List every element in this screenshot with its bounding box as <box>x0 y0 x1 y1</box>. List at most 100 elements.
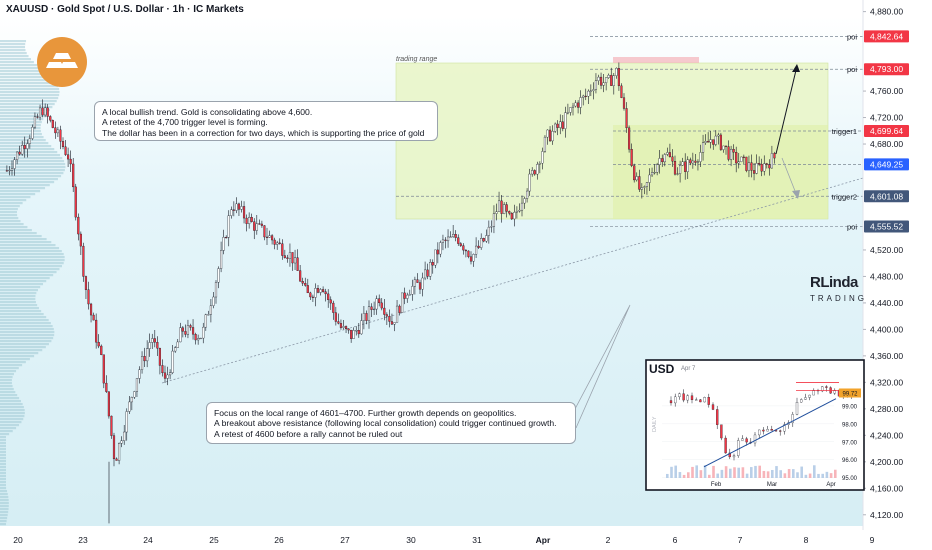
level-label: trigger1 <box>832 127 857 136</box>
candle-bullish <box>169 372 172 376</box>
inset-volume-bar <box>754 465 757 478</box>
inset-time-label: Feb <box>711 482 722 488</box>
volume-profile-bar <box>0 373 14 376</box>
price-axis[interactable]: 4,880.00 4,760.00 4,720.00 4,680.00 4,520.00… <box>862 0 903 530</box>
candle-bearish <box>77 216 80 235</box>
inset-volume-bar <box>796 472 799 478</box>
candle-bullish <box>526 190 529 199</box>
candle-bullish <box>635 176 638 181</box>
volume-profile-bar <box>0 400 21 403</box>
candle-bearish <box>668 152 671 158</box>
inset-volume-bar <box>787 469 791 478</box>
candle-bearish <box>105 382 108 392</box>
volume-profile-bar <box>0 424 20 427</box>
level-label: poi <box>847 32 857 41</box>
candle-bullish <box>16 151 19 160</box>
time-axis[interactable]: 20 23 24 25 26 27 30 31 Apr 2 6 7 8 9 <box>0 530 932 550</box>
candle-bearish <box>324 291 327 295</box>
volume-profile-bar <box>0 70 45 73</box>
candle-bullish <box>612 75 615 86</box>
candle-bearish <box>334 312 337 322</box>
candle-bullish <box>342 326 345 328</box>
inset-volume-bar <box>720 469 724 478</box>
volume-profile-bar <box>0 64 38 67</box>
candle-bullish <box>607 74 610 78</box>
inset-candle-bearish <box>724 437 727 454</box>
volume-profile-bar <box>0 40 27 43</box>
volume-profile-bar <box>0 487 7 490</box>
candle-bullish <box>227 215 230 238</box>
volume-profile-bar <box>0 484 6 487</box>
volume-profile-bar <box>0 193 36 196</box>
price-tick-label: 4,480.00 <box>870 271 903 281</box>
candle-bearish <box>773 153 776 159</box>
candle-bullish <box>393 322 396 325</box>
inset-volume-bar <box>775 466 778 478</box>
gold-bars-icon <box>46 53 78 68</box>
candle-bearish <box>23 145 26 149</box>
volume-profile-bar <box>0 184 50 187</box>
candle-bearish <box>724 145 728 147</box>
candle-bullish <box>513 212 516 220</box>
inset-volume-bar <box>825 471 829 478</box>
candle-bearish <box>638 176 641 190</box>
time-tick-label: 24 <box>143 535 153 545</box>
inset-volume-bar <box>670 466 673 478</box>
candle-bullish <box>28 138 31 144</box>
volume-profile-bar <box>0 154 60 157</box>
candle-bullish <box>446 236 450 242</box>
candle-bearish <box>46 107 49 117</box>
candle-bullish <box>582 95 585 98</box>
price-tick-label: 4,400.00 <box>870 324 903 334</box>
inset-last-value-badge <box>839 388 861 398</box>
volume-profile-bar <box>0 355 35 358</box>
trading-range-label: trading range <box>396 56 437 63</box>
candle-bullish <box>536 164 539 175</box>
volume-profile-bar <box>0 376 13 379</box>
volume-profile-bar <box>0 82 57 85</box>
candle-bearish <box>89 303 93 316</box>
inset-volume-bar <box>666 473 669 478</box>
candle-bullish <box>592 89 595 92</box>
volume-profile-bar <box>0 346 46 349</box>
level-badge-value: 4,601.08 <box>870 191 903 201</box>
candle-bearish <box>309 292 312 298</box>
volume-profile-bar <box>0 466 6 469</box>
inset-candle-bullish <box>800 399 803 403</box>
candle-bullish <box>523 198 526 204</box>
candle-bearish <box>143 356 146 362</box>
volume-profile-bar <box>0 196 31 199</box>
candle-bullish <box>717 134 720 137</box>
volume-profile-bar <box>0 133 42 136</box>
inset-volume-bar <box>821 473 824 478</box>
inset-candle-bullish <box>737 440 740 456</box>
candle-bearish <box>100 345 103 355</box>
candle-bearish <box>79 233 82 247</box>
candle-bullish <box>691 160 694 164</box>
inset-volume-bar <box>687 472 690 478</box>
volume-profile-bar <box>0 277 50 280</box>
inset-volume-bar <box>741 467 745 478</box>
candle-bearish <box>752 170 756 174</box>
candle-bullish <box>429 262 432 277</box>
candle-bearish <box>253 221 256 231</box>
candle-bearish <box>337 321 340 324</box>
volume-profile-bar <box>0 382 12 385</box>
volume-profile-bar <box>0 109 50 112</box>
candle-bullish <box>230 209 233 216</box>
callout-top-line-1: A local bullish trend. Gold is consolida… <box>102 107 313 117</box>
volume-profile-bar <box>0 274 54 277</box>
candle-bullish <box>449 236 452 238</box>
volume-profile-bar <box>0 388 14 391</box>
volume-profile-bar <box>0 235 42 238</box>
volume-profile-bar <box>0 217 19 220</box>
candle-bullish <box>531 170 534 175</box>
volume-profile-bar <box>0 268 60 271</box>
volume-profile-bar <box>0 439 6 442</box>
volume-profile-bar <box>0 328 54 331</box>
candle-bullish <box>737 161 740 164</box>
inset-volume-bar <box>678 472 682 478</box>
inset-volume-bar <box>766 471 770 478</box>
candle-bullish <box>701 142 705 153</box>
